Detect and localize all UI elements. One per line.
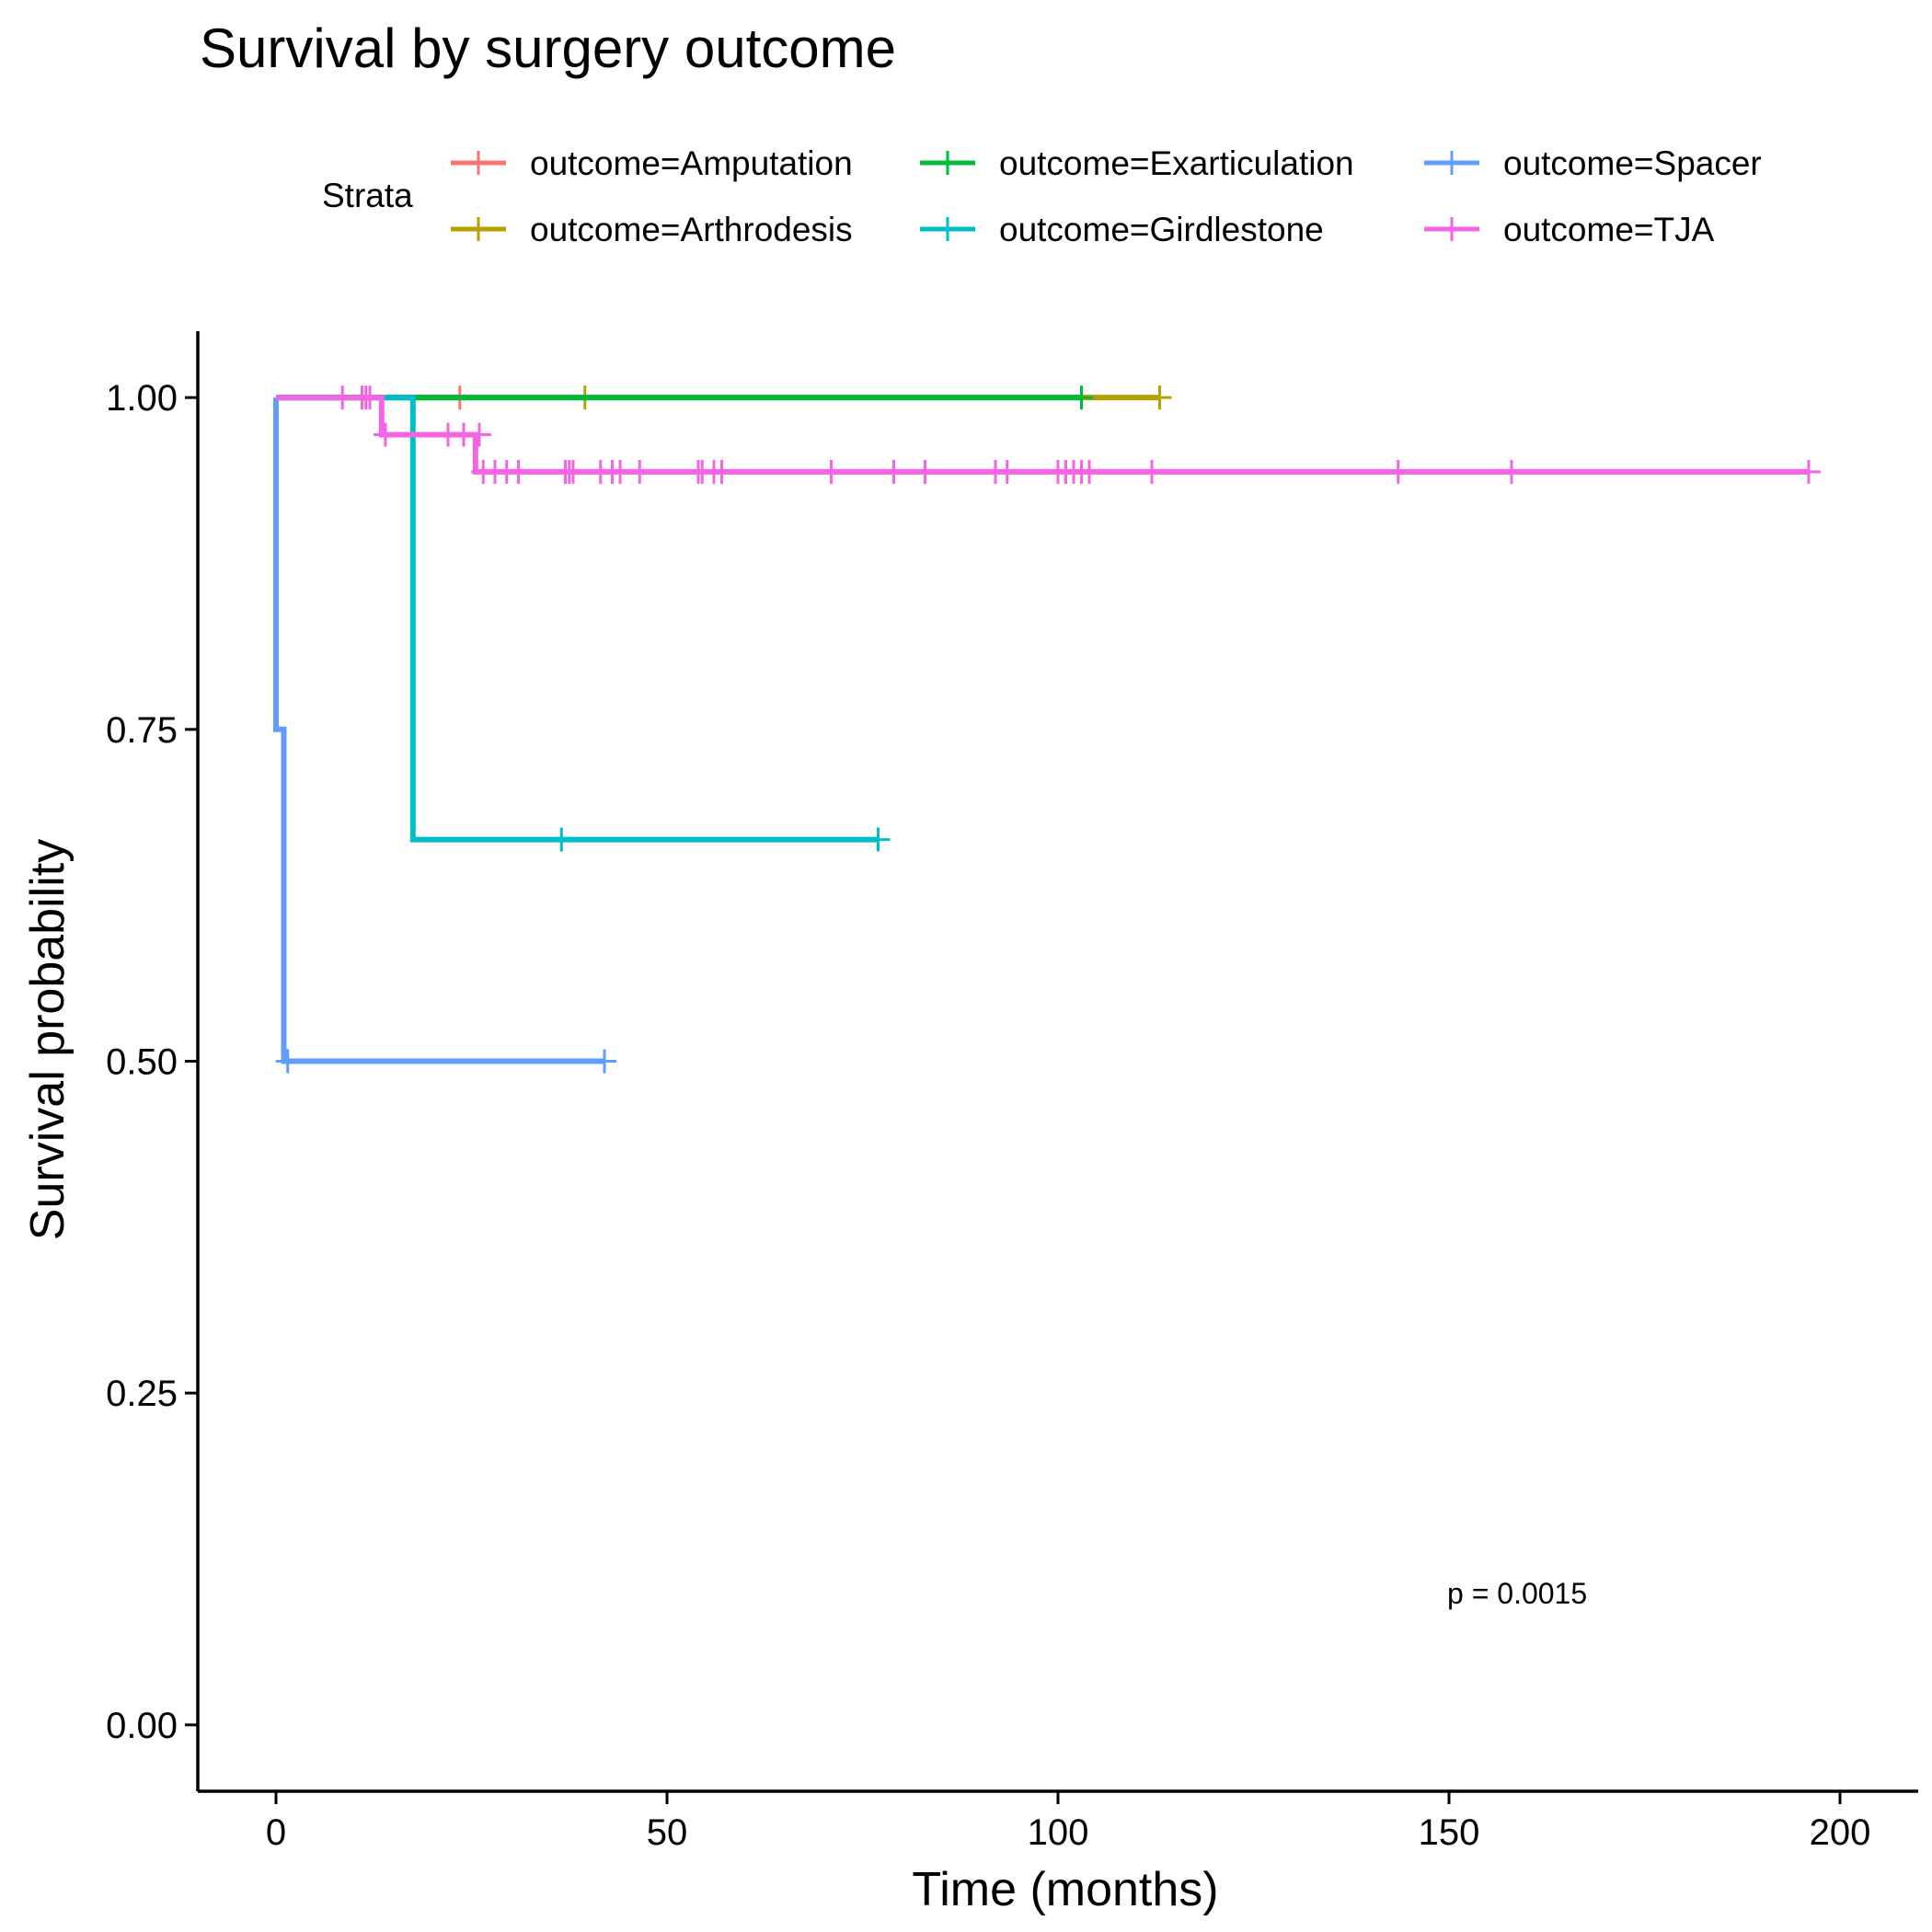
- legend-label: outcome=Spacer: [1503, 144, 1762, 182]
- x-tick-label: 100: [1028, 1812, 1089, 1853]
- x-ticks: 0 50 100 150 200: [266, 1791, 1871, 1853]
- legend-item: outcome=Spacer: [1424, 144, 1762, 182]
- legend-label: outcome=TJA: [1503, 211, 1715, 248]
- legend-items: outcome=Amputation outcome=Arthrodesis out…: [451, 144, 1762, 248]
- legend-label: outcome=Exarticulation: [999, 144, 1354, 182]
- legend: Strata outcome=Amputation outcome=Arthrod…: [322, 144, 1762, 248]
- plot-series: [273, 385, 1821, 1074]
- series-group: [273, 397, 616, 1074]
- x-tick-label: 50: [647, 1812, 688, 1853]
- x-tick-label: 200: [1810, 1812, 1871, 1853]
- legend-label: outcome=Arthrodesis: [530, 211, 853, 248]
- y-tick-label: 1.00: [106, 378, 178, 419]
- legend-title: Strata: [322, 177, 413, 214]
- y-axis-title: Survival probability: [21, 839, 75, 1240]
- survival-curve: [276, 395, 879, 843]
- legend-item: outcome=Arthrodesis: [451, 211, 853, 248]
- legend-label: outcome=Girdlestone: [999, 211, 1324, 248]
- p-value-annotation: p = 0.0015: [1447, 1577, 1587, 1610]
- survival-curve: [273, 397, 604, 1064]
- x-axis-title: Time (months): [912, 1863, 1218, 1916]
- y-ticks: 0.00 0.25 0.50 0.75 1.00: [106, 378, 198, 1746]
- x-tick-label: 150: [1419, 1812, 1480, 1853]
- y-tick-label: 0.00: [106, 1706, 178, 1746]
- legend-item: outcome=TJA: [1424, 211, 1715, 248]
- series-group: [276, 395, 891, 852]
- axes: 0 50 100 150 200 0.00 0.25 0.50 0.75 1.00: [106, 331, 1918, 1853]
- y-tick-label: 0.25: [106, 1374, 178, 1414]
- y-tick-label: 0.75: [106, 710, 178, 751]
- legend-item: outcome=Exarticulation: [920, 144, 1354, 182]
- x-tick-label: 0: [266, 1812, 286, 1853]
- legend-label: outcome=Amputation: [530, 144, 853, 182]
- legend-item: outcome=Amputation: [451, 144, 853, 182]
- legend-item: outcome=Girdlestone: [920, 211, 1324, 248]
- y-tick-label: 0.50: [106, 1042, 178, 1083]
- chart-title: Survival by surgery outcome: [200, 17, 896, 79]
- series-group: [276, 385, 1821, 484]
